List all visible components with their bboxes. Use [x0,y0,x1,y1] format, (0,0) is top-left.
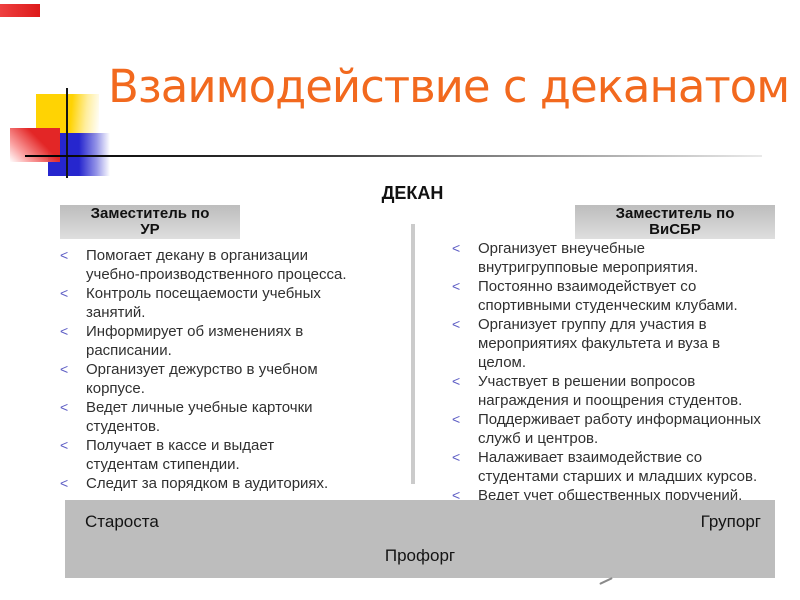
list-item-text: Ведет личные учебные карточки студентов. [86,399,313,435]
right-column-header: Заместитель по ВиСБР [575,205,775,239]
bullet-icon: < [452,449,461,465]
list-item-text: Постоянно взаимодействует со спортивными… [478,278,738,314]
list-item: < Организует внеучебные внутригрупповые м… [452,239,786,277]
list-item-text: Контроль посещаемости учебных занятий. [86,285,321,321]
bullet-icon: < [60,475,69,491]
list-item: < Участвует в решении вопросов награждени… [452,372,786,410]
list-item: < Организует дежурство в учебном корпусе. [60,360,362,398]
bullet-icon: < [60,361,69,377]
bullet-icon: < [452,278,461,294]
slide-title: Взаимодействие с деканатом [108,60,790,113]
list-item: < Помогает декану в организации учебно-пр… [60,246,362,284]
left-column-header: Заместитель по УР [60,205,240,239]
list-item: < Информирует об изменениях в расписании. [60,322,362,360]
list-item-text: Участвует в решении вопросов награждения… [478,373,743,409]
list-item: < Ведет учет общественных поручений. [452,486,786,505]
right-list: < Организует внеучебные внутригрупповые м… [452,239,786,505]
left-header-line2: УР [140,221,160,238]
bullet-icon: < [452,240,461,256]
left-header-line1: Заместитель по [90,205,210,222]
list-item: < Организует группу для участия в меропри… [452,315,786,372]
list-item-text: Следит за порядком в аудиториях. [86,475,329,492]
title-underline [25,155,762,157]
left-list: < Помогает декану в организации учебно-пр… [60,246,362,493]
bullet-icon: < [452,373,461,389]
vertical-accent-line [66,88,68,178]
bullet-icon: < [60,285,69,301]
left-duties-list: < Помогает декану в организации учебно-пр… [60,246,362,493]
list-item-text: Получает в кассе и выдает студентам стип… [86,437,275,473]
list-item: < Получает в кассе и выдает студентам сти… [60,436,362,474]
list-item-text: Организует дежурство в учебном корпусе. [86,361,318,397]
bullet-icon: < [452,316,461,332]
list-item: < Контроль посещаемости учебных занятий. [60,284,362,322]
column-divider [411,224,415,484]
bullet-icon: < [60,323,69,339]
list-item: < Постоянно взаимодействует со спортивным… [452,277,786,315]
gruporg-label: Групорг [700,512,761,531]
list-item-text: Поддерживает работу информационных служб… [478,411,761,447]
right-header-line2: ВиСБР [649,221,701,238]
right-duties-list: < Организует внеучебные внутригрупповые м… [452,239,786,505]
dean-label: ДЕКАН [381,183,444,203]
list-item-text: Информирует об изменениях в расписании. [86,323,304,359]
bullet-icon: < [60,247,69,263]
bottom-roles-bar: Староста Групорг Профорг [65,500,775,578]
bullet-icon: < [452,487,461,503]
list-item-text: Налаживает взаимодействие со студентами … [478,449,758,485]
list-item: < Следит за порядком в аудиториях. [60,474,362,493]
bullet-icon: < [60,399,69,415]
list-item: < Налаживает взаимодействие со студентами… [452,448,786,486]
list-item-text: Организует внеучебные внутригрупповые ме… [478,240,699,276]
corner-red-square [0,4,40,17]
list-item-text: Ведет учет общественных поручений. [478,487,743,504]
right-header-line1: Заместитель по [615,205,735,222]
list-item: < Поддерживает работу информационных служ… [452,410,786,448]
proforg-label: Профорг [384,546,456,565]
list-item-text: Организует группу для участия в мероприя… [478,316,721,371]
bullet-icon: < [452,411,461,427]
list-item-text: Помогает декану в организации учебно-про… [86,247,347,283]
stray-mark [599,577,613,585]
bullet-icon: < [60,437,69,453]
starosta-label: Староста [85,512,159,531]
list-item: < Ведет личные учебные карточки студентов… [60,398,362,436]
